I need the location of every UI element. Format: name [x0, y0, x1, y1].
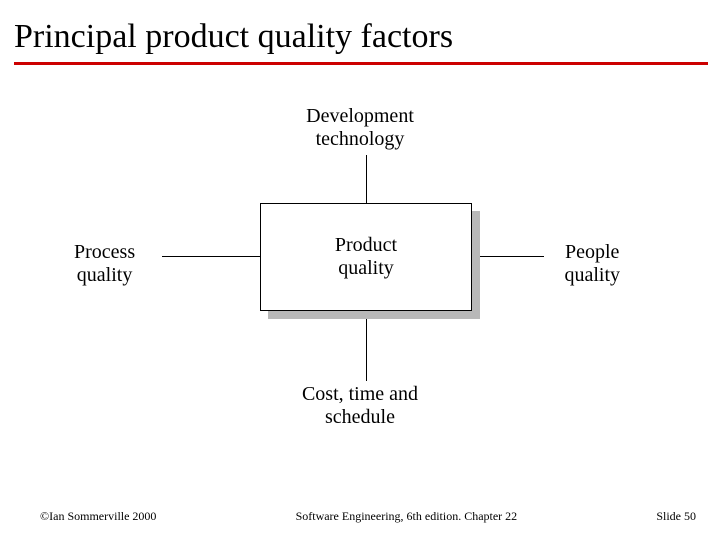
factor-bottom-line2: schedule: [325, 406, 395, 428]
factor-right-line2: quality: [564, 264, 620, 286]
factor-right: People quality: [564, 241, 620, 287]
footer-left: ©Ian Sommerville 2000: [40, 509, 156, 524]
connector-right: [472, 256, 544, 257]
factor-left-line2: quality: [77, 264, 133, 286]
footer-center: Software Engineering, 6th edition. Chapt…: [156, 509, 656, 524]
title-underline: [14, 62, 708, 65]
footer: ©Ian Sommerville 2000 Software Engineeri…: [0, 509, 720, 524]
factor-top: Development technology: [306, 105, 414, 151]
connector-top: [366, 155, 367, 203]
center-line2: quality: [338, 257, 394, 279]
factor-right-line1: People: [565, 241, 619, 263]
diagram: Development technology Process quality P…: [0, 83, 720, 463]
center-line1: Product: [335, 234, 397, 256]
center-box: Product quality: [260, 203, 472, 311]
factor-left-line1: Process: [74, 241, 135, 263]
factor-top-line2: technology: [316, 128, 405, 150]
factor-bottom-line1: Cost, time and: [302, 383, 418, 405]
factor-bottom: Cost, time and schedule: [302, 383, 418, 429]
connector-bottom: [366, 311, 367, 381]
footer-right: Slide 50: [656, 509, 696, 524]
slide-title: Principal product quality factors: [0, 0, 720, 62]
factor-left: Process quality: [74, 241, 135, 287]
factor-top-line1: Development: [306, 105, 414, 127]
connector-left: [162, 256, 260, 257]
